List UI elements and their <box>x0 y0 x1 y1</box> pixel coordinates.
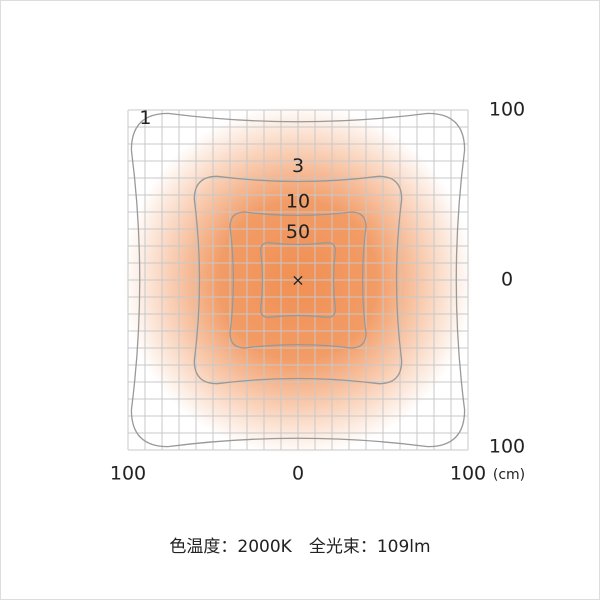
contour-line <box>259 241 337 319</box>
contour-label: 1 <box>139 107 151 129</box>
x-tick-label: 100 <box>110 463 146 485</box>
y-tick-label: 100 <box>489 436 525 458</box>
contour-line <box>130 112 466 448</box>
x-tick-label: 100 <box>450 463 486 485</box>
y-tick-label: 0 <box>501 269 513 291</box>
x-tick-label: 0 <box>292 463 304 485</box>
center-marker: × <box>291 271 304 290</box>
contour-line <box>193 175 403 385</box>
contour-label: 50 <box>286 221 310 243</box>
y-tick-label: 100 <box>489 99 525 121</box>
caption: 色温度：2000K 全光束：109lm <box>169 537 430 557</box>
contour-label: 10 <box>286 191 310 213</box>
contour-label: 3 <box>292 155 304 177</box>
unit-label: (cm) <box>493 467 525 483</box>
contour-line <box>229 211 367 349</box>
